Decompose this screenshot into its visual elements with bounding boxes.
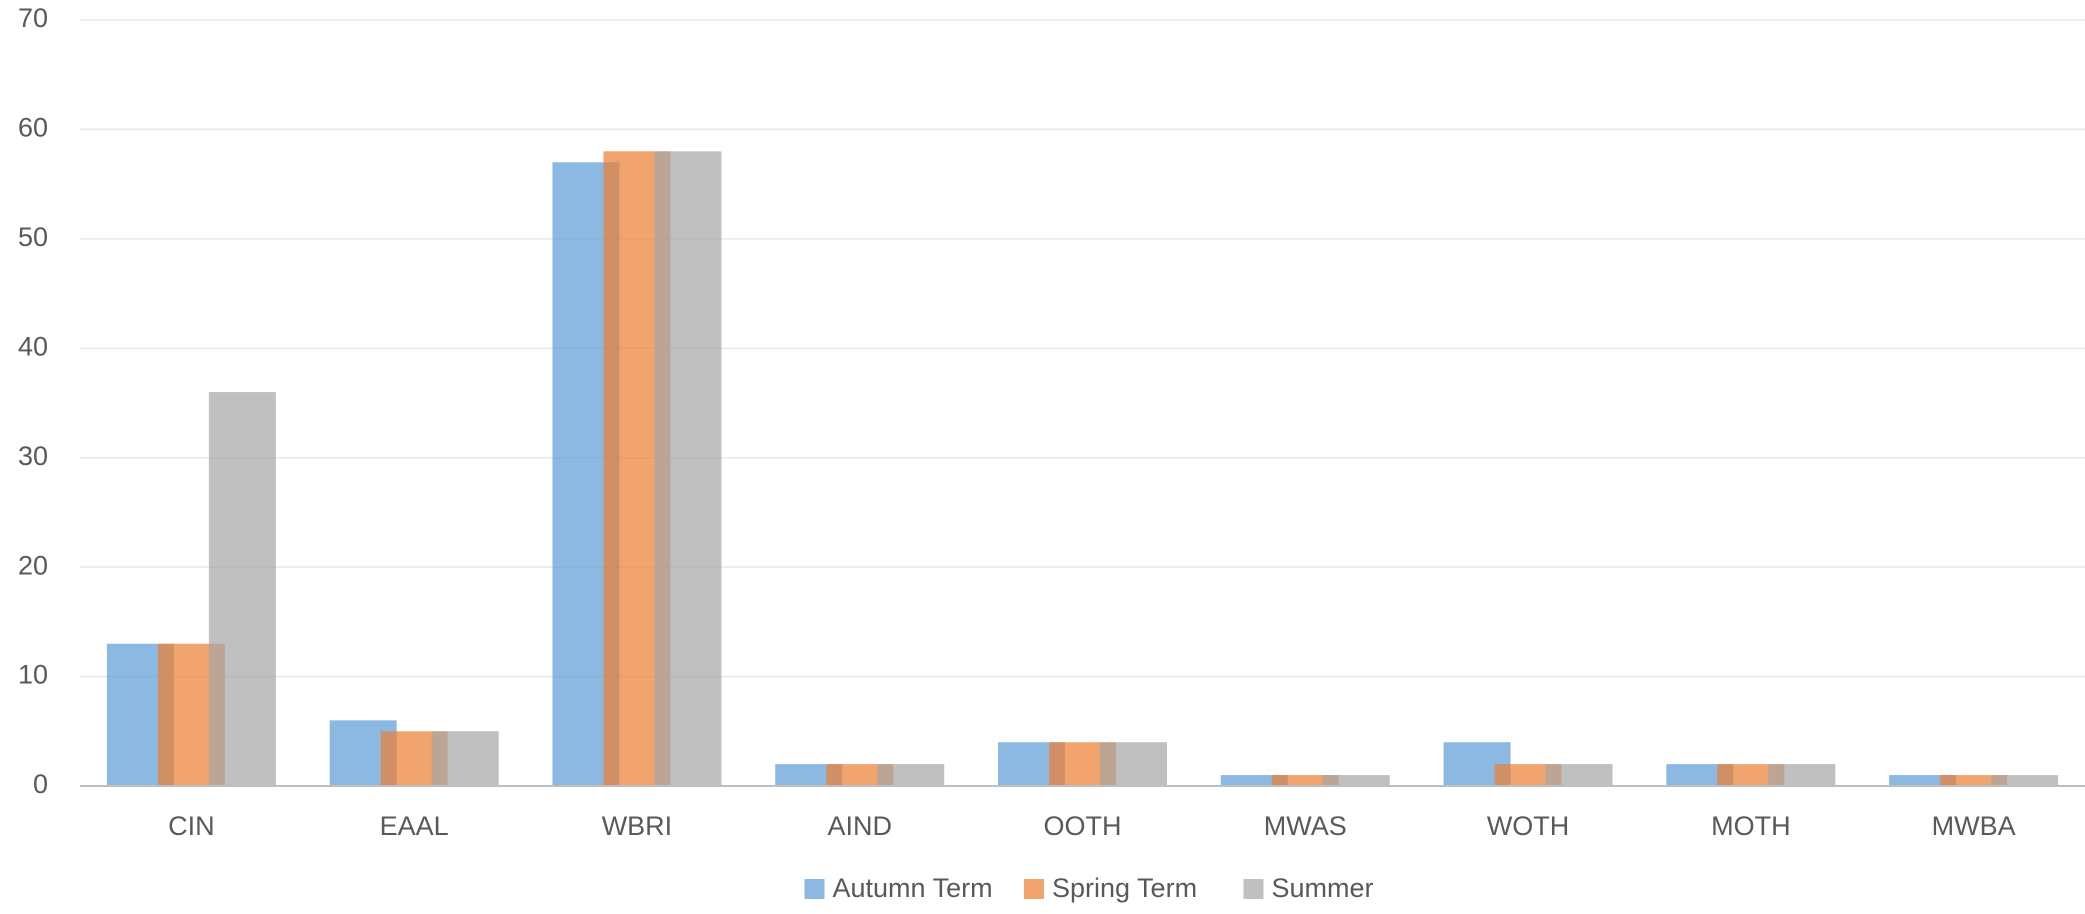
y-tick-label: 0 xyxy=(33,769,48,799)
bar xyxy=(1100,742,1167,786)
y-tick-label: 40 xyxy=(18,331,48,361)
bar xyxy=(877,764,945,786)
y-tick-label: 70 xyxy=(18,3,48,33)
bar xyxy=(775,764,843,786)
x-tick-label: MWBA xyxy=(1932,811,2016,841)
bar xyxy=(1991,775,2059,786)
x-tick-label: EAAL xyxy=(380,811,449,841)
x-tick-label: OOTH xyxy=(1044,811,1122,841)
bar xyxy=(654,151,722,787)
bar xyxy=(1889,775,1957,786)
x-tick-label: CIN xyxy=(168,811,215,841)
bar xyxy=(1666,764,1734,786)
legend-label: Summer xyxy=(1272,873,1374,903)
legend-label: Spring Term xyxy=(1052,873,1197,903)
bar xyxy=(1322,775,1390,786)
legend-swatch xyxy=(1024,879,1044,899)
x-tick-label: MOTH xyxy=(1711,811,1790,841)
y-tick-label: 10 xyxy=(18,660,48,690)
x-tick-label: MWAS xyxy=(1264,811,1347,841)
x-tick-label: WOTH xyxy=(1487,811,1569,841)
bar xyxy=(1220,775,1288,786)
x-tick-label: WBRI xyxy=(602,811,673,841)
legend-swatch xyxy=(804,879,825,899)
bar xyxy=(1940,775,2008,786)
bar xyxy=(1545,764,1613,786)
y-tick-label: 60 xyxy=(18,113,48,143)
y-tick-label: 30 xyxy=(18,441,48,471)
bar xyxy=(1271,775,1339,786)
legend-label: Autumn Term xyxy=(833,873,993,903)
legend-swatch xyxy=(1243,879,1264,899)
x-tick-label: AIND xyxy=(827,811,892,841)
bar xyxy=(208,392,276,786)
bar xyxy=(1768,764,1836,786)
bar xyxy=(826,764,894,786)
bar xyxy=(1717,764,1785,786)
y-tick-label: 20 xyxy=(18,550,48,580)
bar xyxy=(1494,764,1562,786)
bar xyxy=(431,731,499,786)
y-tick-label: 50 xyxy=(18,222,48,252)
